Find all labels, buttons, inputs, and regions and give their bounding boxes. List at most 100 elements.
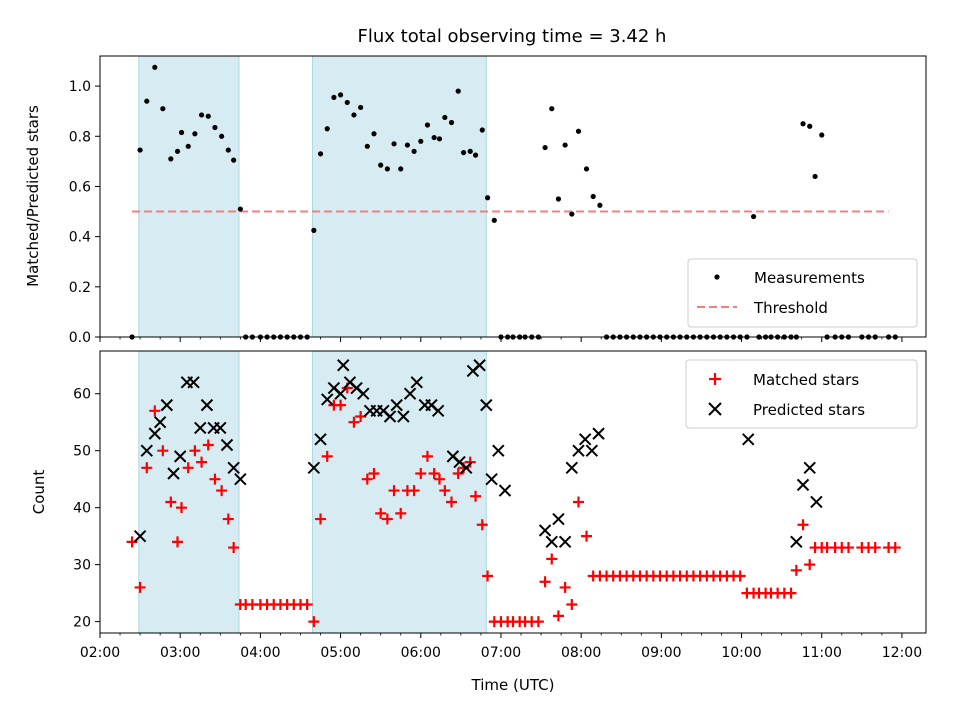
matched-star-point <box>464 456 476 468</box>
shaded-interval <box>138 350 240 634</box>
matched-star-point <box>408 485 420 497</box>
measurement-point <box>358 104 364 111</box>
measurement-point <box>807 123 813 129</box>
bottom-y-tick-label: 60 <box>73 387 91 403</box>
top-y-axis-label: Matched/Predicted stars <box>24 105 42 287</box>
predicted-star-point <box>167 467 180 480</box>
matched-star-point <box>335 399 347 411</box>
matched-star-point <box>216 485 228 497</box>
predicted-star-point <box>565 461 579 474</box>
measurement-point <box>212 124 218 131</box>
matched-star-point <box>348 416 360 428</box>
measurement-point <box>455 88 461 94</box>
measurement-point <box>555 196 562 202</box>
matched-star-point <box>165 496 177 508</box>
predicted-star-point <box>321 393 334 406</box>
matched-star-point <box>439 485 451 497</box>
matched-star-point <box>182 462 194 474</box>
x-tick-label: 04:00 <box>240 645 280 661</box>
top-legend-box <box>687 258 918 328</box>
predicted-star-point <box>558 535 572 549</box>
matched-star-point <box>228 542 240 554</box>
predicted-star-point <box>314 433 327 446</box>
measurement-point <box>317 151 324 157</box>
shaded-interval <box>138 55 240 338</box>
matched-star-point <box>315 513 327 525</box>
matched-star-point <box>157 445 169 457</box>
matched-star-point <box>804 559 816 571</box>
measurement-point <box>351 112 357 118</box>
measurement-point <box>391 141 397 147</box>
bottom-x-ticks: 02:00 03:00 04:00 05:00 06:00 07:00 08:00 09:00… <box>80 633 922 661</box>
top-shaded-intervals <box>138 55 487 338</box>
matched-star-point <box>797 519 809 531</box>
measurement-point <box>569 211 575 217</box>
legend-measurements-label: Measurements <box>754 269 865 287</box>
bottom-shaded-intervals <box>138 350 487 634</box>
measurement-point <box>371 131 377 137</box>
x-tick-label: 08:00 <box>561 645 601 661</box>
matched-star-point <box>889 542 901 554</box>
measurement-point <box>750 213 757 220</box>
predicted-star-point <box>214 421 227 435</box>
measurement-point <box>491 217 497 223</box>
measurement-point <box>324 126 330 132</box>
matched-star-point <box>308 616 320 628</box>
bottom-y-tick-label: 20 <box>73 615 91 631</box>
bottom-y-tick-label: 40 <box>73 501 91 517</box>
x-tick-label: 06:00 <box>401 645 441 661</box>
matched-star-point <box>446 496 458 508</box>
predicted-star-point <box>140 444 153 457</box>
measurement-point <box>331 94 337 100</box>
predicted-star-point <box>200 398 214 412</box>
predicted-star-point <box>552 512 565 526</box>
matched-star-point <box>539 576 551 588</box>
matched-star-point <box>321 450 333 462</box>
matched-star-point <box>433 473 445 485</box>
shaded-interval <box>312 350 487 634</box>
measurement-points <box>129 64 898 340</box>
measurement-point <box>549 106 555 112</box>
measurement-point <box>819 132 825 138</box>
bottom-y-ticks: 20 30 40 50 60 <box>73 387 100 631</box>
measurement-point <box>442 114 448 121</box>
predicted-star-point <box>810 495 823 509</box>
measurement-point <box>418 138 424 144</box>
bottom-y-tick-label: 30 <box>73 558 91 574</box>
predicted-star-point <box>220 438 234 452</box>
top-panel-frame <box>99 55 927 338</box>
top-panel: 0.0 0.2 0.4 0.6 0.8 1.0 Matched/Predicted sta… <box>24 55 927 346</box>
matched-star-point <box>176 502 188 514</box>
bottom-legend: Matched stars Predicted stars <box>685 359 918 429</box>
predicted-star-point <box>234 472 247 486</box>
measurement-point <box>144 98 150 104</box>
predicted-star-point <box>485 472 498 486</box>
top-y-ticks: 0.0 0.2 0.4 0.6 0.8 1.0 <box>69 79 100 346</box>
legend-matched-label: Matched stars <box>753 371 859 389</box>
x-tick-label: 11:00 <box>802 645 842 661</box>
matched-star-point <box>572 496 584 508</box>
predicted-star-point <box>742 433 755 446</box>
shaded-interval <box>312 55 487 338</box>
matched-star-point <box>134 581 146 593</box>
bottom-panel: 20 30 40 50 60 02:00 03:00 04:00 05:00 06:00 07:0… <box>30 350 927 694</box>
predicted-star-point <box>153 416 167 429</box>
matched-star-point <box>209 473 221 485</box>
matched-star-point <box>566 599 578 611</box>
measurement-point <box>460 149 467 156</box>
legend-measurements-marker <box>714 274 720 280</box>
measurement-point <box>575 128 582 134</box>
predicted-star-point <box>480 398 493 412</box>
measurement-point <box>231 157 237 163</box>
predicted-star-point <box>390 398 403 412</box>
matched-star-point <box>482 570 494 582</box>
x-tick-label: 10:00 <box>721 645 761 661</box>
measurement-point <box>800 121 806 127</box>
predicted-star-point <box>431 404 445 418</box>
legend-matched-marker <box>709 373 721 385</box>
predicted-stars-points <box>133 359 823 549</box>
measurement-point <box>404 142 411 148</box>
matched-star-point <box>149 405 161 417</box>
matched-star-point <box>532 616 544 628</box>
matched-star-point <box>388 485 400 497</box>
